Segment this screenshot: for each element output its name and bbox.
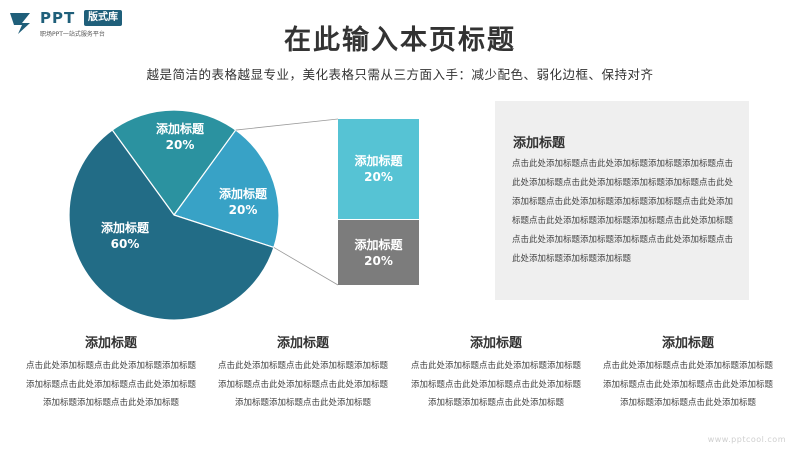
watermark: www.pptcool.com xyxy=(707,435,786,444)
breakdown-bar-top: 添加标题 20% xyxy=(338,119,419,219)
pie-slice-2 xyxy=(173,129,280,249)
pie-label-slice-1-title: 添加标题 xyxy=(155,122,204,136)
logo-mark-icon xyxy=(10,13,30,34)
breakdown-bar-bottom: 添加标题 20% xyxy=(338,220,419,285)
breakdown-bottom-value: 20% xyxy=(364,253,393,268)
pie-label-slice-3: 添加标题 60% xyxy=(93,220,157,252)
info-column-2: 添加标题 点击此处添加标题点击此处添加标题添加标题添加标题点击此处添加标题点击此… xyxy=(218,332,388,413)
info-column-2-title: 添加标题 xyxy=(276,336,329,351)
connector-line-2 xyxy=(273,247,339,286)
brand-logo: PPT 版式库 职场PPT一站式服务平台 xyxy=(8,8,158,42)
text-panel: 添加标题 点击此处添加标题点击此处添加标题添加标题添加标题点击此处添加标题点击此… xyxy=(495,101,749,300)
logo-tagline: 职场PPT一站式服务平台 xyxy=(40,31,105,38)
pie-label-slice-1-value: 20% xyxy=(165,138,195,152)
logo-badge: 版式库 xyxy=(84,10,122,26)
page-subtitle: 越是简洁的表格越显专业，美化表格只需从三方面入手：减少配色、弱化边框、保持对齐 xyxy=(146,67,654,82)
pie-slice-3 xyxy=(68,129,275,321)
info-column-4-body: 点击此处添加标题点击此处添加标题添加标题添加标题点击此处添加标题点击此处添加标题… xyxy=(603,361,774,408)
pie-chart xyxy=(68,109,339,321)
info-column-1: 添加标题 点击此处添加标题点击此处添加标题添加标题添加标题点击此处添加标题点击此… xyxy=(26,332,196,413)
logo-brand-text: PPT xyxy=(40,9,76,27)
pie-label-slice-2-value: 20% xyxy=(228,203,258,217)
info-column-3: 添加标题 点击此处添加标题点击此处添加标题添加标题添加标题点击此处添加标题点击此… xyxy=(411,332,581,413)
pie-label-slice-2-title: 添加标题 xyxy=(218,187,267,201)
pie-label-slice-1: 添加标题 20% xyxy=(148,121,212,153)
pie-label-slice-2: 添加标题 20% xyxy=(211,186,275,218)
connector-line-1 xyxy=(235,118,339,131)
info-column-4: 添加标题 点击此处添加标题点击此处添加标题添加标题添加标题点击此处添加标题点击此… xyxy=(603,332,773,413)
pie-label-slice-3-title: 添加标题 xyxy=(100,221,149,235)
info-column-4-title: 添加标题 xyxy=(661,336,714,351)
breakdown-top-value: 20% xyxy=(364,170,393,184)
info-column-1-body: 点击此处添加标题点击此处添加标题添加标题添加标题点击此处添加标题点击此处添加标题… xyxy=(26,361,197,408)
breakdown-bottom-title: 添加标题 xyxy=(354,237,403,252)
info-column-2-body: 点击此处添加标题点击此处添加标题添加标题添加标题点击此处添加标题点击此处添加标题… xyxy=(218,361,389,408)
pie-slice-1 xyxy=(111,109,237,217)
info-column-3-title: 添加标题 xyxy=(469,336,522,351)
info-column-1-title: 添加标题 xyxy=(84,336,137,351)
panel-title: 添加标题 xyxy=(513,136,566,151)
pie-label-slice-3-value: 60% xyxy=(110,237,140,251)
panel-body: 点击此处添加标题点击此处添加标题添加标题添加标题点击此处添加标题点击此处添加标题… xyxy=(512,159,734,264)
breakdown-top-title: 添加标题 xyxy=(354,154,403,168)
page-title: 在此输入本页标题 xyxy=(284,25,516,56)
info-column-3-body: 点击此处添加标题点击此处添加标题添加标题添加标题点击此处添加标题点击此处添加标题… xyxy=(411,361,582,408)
